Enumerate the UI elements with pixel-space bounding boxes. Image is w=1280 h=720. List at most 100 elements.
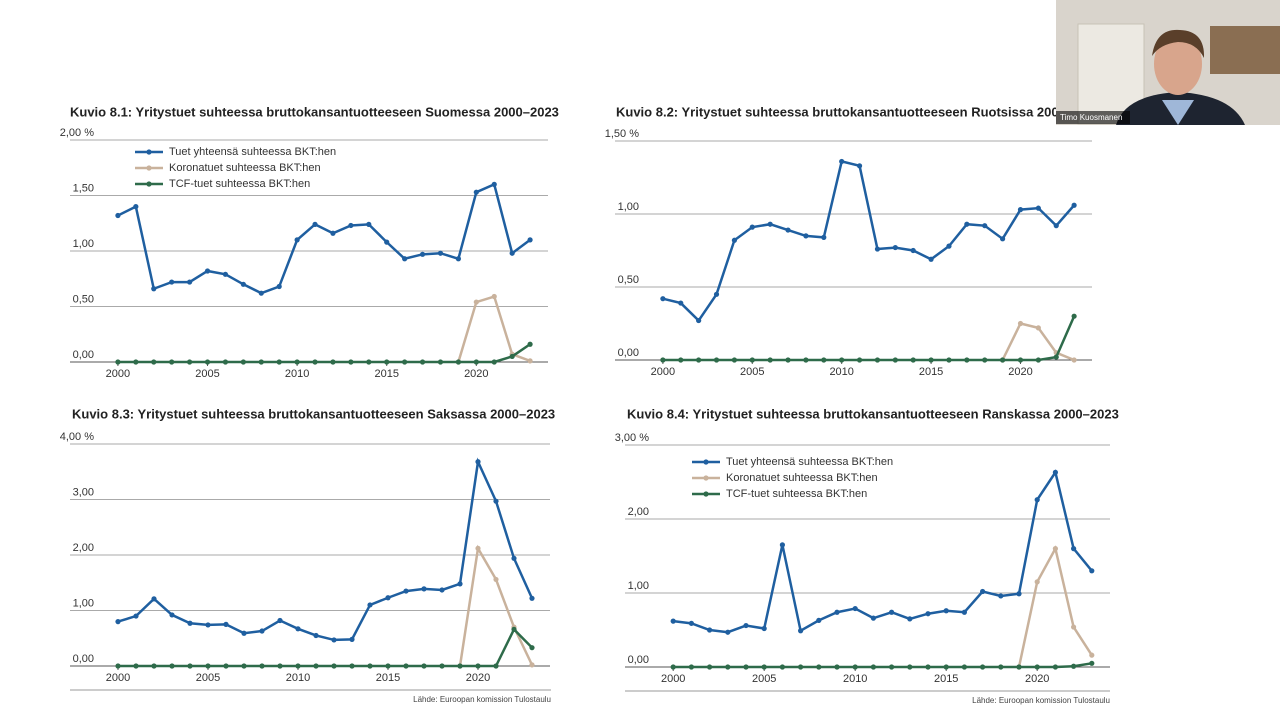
data-point: [349, 636, 355, 642]
data-point: [713, 291, 720, 297]
data-point: [240, 281, 246, 287]
data-point: [725, 664, 731, 670]
data-point: [312, 359, 318, 365]
data-point: [437, 359, 444, 365]
data-point: [276, 359, 282, 365]
data-point: [187, 279, 193, 285]
data-point: [115, 663, 121, 669]
data-point: [892, 357, 898, 363]
data-point: [839, 357, 845, 363]
series-line: [673, 469, 1093, 634]
data-point: [874, 357, 881, 363]
y-tick-label: 0,00: [73, 653, 94, 665]
data-point: [1089, 652, 1095, 658]
data-point: [204, 268, 211, 274]
data-point: [439, 587, 445, 593]
data-point: [455, 359, 461, 365]
data-point: [473, 189, 479, 195]
series-line: [662, 159, 1076, 323]
data-point: [749, 357, 755, 363]
data-point: [259, 663, 265, 669]
chart-title: Kuvio 8.1: Yritystuet suhteessa bruttoka…: [70, 104, 559, 119]
source: Lähde: Euroopan komission Tulostaulu: [413, 695, 551, 704]
x-tick-label: 2020: [1008, 366, 1032, 378]
data-point: [204, 359, 211, 365]
data-point: [437, 250, 444, 256]
data-point: [1017, 357, 1024, 363]
data-point: [1052, 469, 1058, 475]
data-point: [295, 626, 301, 632]
chart-title: Kuvio 8.2: Yritystuet suhteessa bruttoka…: [616, 104, 1102, 119]
data-point: [731, 357, 738, 363]
data-point: [1071, 546, 1077, 552]
data-point: [946, 243, 952, 249]
data-point: [961, 609, 968, 615]
data-point: [475, 459, 481, 465]
data-point: [313, 663, 319, 669]
chart-title: Kuvio 8.4: Yritystuet suhteessa bruttoka…: [627, 406, 1119, 421]
data-point: [889, 664, 895, 670]
data-point: [1035, 205, 1041, 211]
y-tick-label: 1,00: [628, 580, 649, 592]
data-point: [696, 357, 702, 363]
data-point: [473, 359, 479, 365]
x-tick-label: 2015: [934, 673, 958, 685]
chart: Kuvio 8.4: Yritystuet suhteessa bruttoka…: [615, 406, 1119, 705]
data-point: [961, 664, 968, 670]
y-tick-label: 4,00 %: [60, 431, 94, 443]
legend-dot: [146, 165, 152, 171]
data-point: [839, 158, 845, 165]
data-point: [277, 663, 283, 669]
data-point: [276, 283, 282, 290]
y-tick-label: 1,50 %: [605, 128, 639, 140]
data-point: [946, 357, 952, 363]
charts: Kuvio 8.1: Yritystuet suhteessa bruttoka…: [60, 104, 1119, 705]
data-point: [491, 359, 497, 365]
data-point: [1071, 202, 1077, 208]
y-tick-label: 0,50: [73, 293, 94, 305]
name-bg: [1056, 111, 1130, 124]
data-point: [367, 663, 373, 669]
data-point: [529, 645, 535, 651]
data-point: [779, 542, 786, 548]
data-point: [1071, 357, 1077, 363]
x-tick-label: 2010: [285, 368, 309, 380]
data-point: [222, 359, 229, 365]
data-point: [1071, 624, 1077, 630]
data-point: [151, 596, 157, 602]
data-point: [169, 359, 175, 365]
data-point: [1016, 591, 1022, 597]
data-point: [1034, 497, 1040, 503]
data-point: [678, 300, 684, 306]
data-point: [1052, 546, 1058, 552]
data-point: [169, 612, 175, 618]
data-point: [928, 357, 934, 363]
x-tick-label: 2010: [843, 673, 867, 685]
data-point: [821, 234, 827, 240]
data-point: [187, 620, 193, 626]
y-tick-label: 0,00: [618, 347, 639, 359]
data-point: [1089, 660, 1095, 666]
data-point: [115, 619, 121, 625]
y-tick-label: 2,00 %: [60, 127, 94, 139]
data-point: [767, 221, 773, 227]
data-point: [678, 357, 684, 363]
data-point: [151, 663, 157, 669]
data-point: [749, 224, 755, 230]
data-point: [798, 664, 804, 670]
data-point: [457, 663, 463, 669]
data-point: [277, 617, 283, 624]
data-point: [707, 627, 713, 633]
data-point: [133, 204, 139, 210]
x-tick-label: 2015: [374, 368, 398, 380]
data-point: [493, 663, 499, 669]
chart: Kuvio 8.3: Yritystuet suhteessa bruttoka…: [60, 406, 555, 704]
legend-label: Koronatuet suhteessa BKT:hen: [169, 162, 321, 174]
data-point: [366, 359, 372, 365]
data-point: [980, 664, 986, 670]
data-point: [509, 353, 515, 360]
data-point: [421, 586, 427, 592]
legend-label: Tuet yhteensä suhteessa BKT:hen: [169, 146, 336, 158]
data-point: [907, 664, 913, 670]
